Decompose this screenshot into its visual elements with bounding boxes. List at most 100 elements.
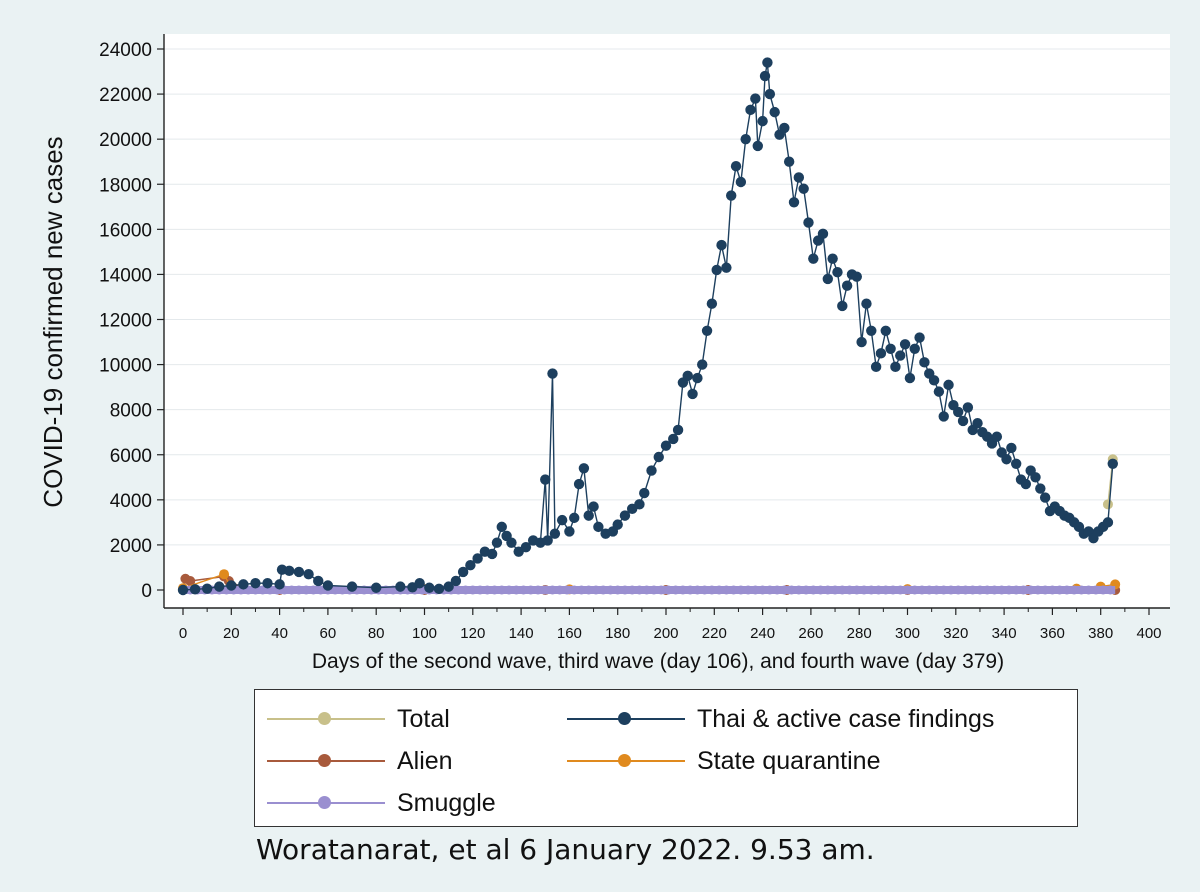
- x-tick-label: 280: [847, 625, 872, 642]
- series-marker-smuggle: [671, 585, 681, 595]
- series-marker-thai-active-case-findings: [189, 584, 201, 595]
- series-marker-thai-active-case-findings: [904, 372, 916, 384]
- series-marker-thai-active-case-findings: [465, 560, 476, 571]
- series-marker-thai-active-case-findings: [569, 512, 580, 524]
- y-tick-label: 4000: [110, 491, 152, 512]
- series-marker-thai-active-case-findings: [371, 582, 382, 593]
- series-marker-smuggle: [461, 585, 471, 595]
- series-marker-smuggle: [613, 585, 623, 595]
- x-tick-label: 140: [509, 625, 534, 642]
- series-marker-thai-active-case-findings: [322, 580, 334, 591]
- y-tick-label: 22000: [99, 85, 152, 106]
- series-marker-smuggle: [547, 585, 557, 595]
- series-marker-thai-active-case-findings: [506, 537, 517, 548]
- series-marker-total: [1102, 499, 1113, 510]
- series-marker-smuggle: [953, 585, 963, 595]
- credit-caption: Woratanarat, et al 6 January 2022. 9.53 …: [256, 833, 875, 866]
- series-marker-thai-active-case-findings: [880, 325, 891, 336]
- series-marker-smuggle: [852, 585, 862, 595]
- series-marker-smuggle: [946, 585, 956, 595]
- series-marker-thai-active-case-findings: [769, 106, 780, 118]
- series-marker-thai-active-case-findings: [788, 197, 800, 208]
- series-marker-smuggle: [330, 585, 340, 595]
- series-marker-smuggle: [468, 585, 478, 595]
- series-marker-thai-active-case-findings: [303, 569, 314, 580]
- series-marker-thai-active-case-findings: [682, 370, 693, 382]
- series-marker-thai-active-case-findings: [716, 239, 727, 251]
- series-marker-smuggle: [584, 585, 594, 595]
- y-tick-label: 20000: [99, 130, 152, 151]
- series-marker-thai-active-case-findings: [762, 57, 773, 68]
- series-marker-thai-active-case-findings: [226, 580, 237, 591]
- y-tick-label: 24000: [99, 40, 152, 61]
- series-marker-thai-active-case-findings: [1001, 454, 1012, 465]
- series-marker-thai-active-case-findings: [928, 375, 940, 386]
- series-marker-smuggle: [787, 585, 797, 595]
- series-marker-thai-active-case-findings: [619, 510, 631, 521]
- series-marker-thai-active-case-findings: [491, 537, 503, 548]
- series-marker-thai-active-case-findings: [779, 122, 790, 134]
- series-marker-thai-active-case-findings: [953, 406, 964, 418]
- series-marker-smuggle: [526, 585, 536, 595]
- series-marker-thai-active-case-findings: [943, 379, 954, 391]
- series-marker-smuggle: [801, 585, 811, 595]
- series-marker-smuggle: [707, 585, 717, 595]
- series-marker-smuggle: [1091, 585, 1101, 595]
- series-marker-smuggle: [519, 585, 529, 595]
- y-tick-label: 12000: [99, 311, 152, 332]
- series-marker-smuggle: [1033, 585, 1043, 595]
- x-tick-label: 340: [992, 625, 1017, 642]
- x-tick-label: 320: [943, 625, 968, 642]
- series-marker-thai-active-case-findings: [214, 581, 225, 592]
- series-marker-smuggle: [497, 585, 507, 595]
- series-marker-thai-active-case-findings: [827, 253, 838, 264]
- series-layer: [177, 57, 1121, 596]
- series-marker-smuggle: [598, 585, 608, 595]
- series-marker-thai-active-case-findings: [639, 487, 650, 499]
- series-marker-smuggle: [1084, 585, 1094, 595]
- series-marker-thai-active-case-findings: [841, 280, 853, 291]
- series-marker-smuggle: [866, 585, 876, 595]
- series-marker-smuggle: [975, 585, 985, 595]
- series-marker-thai-active-case-findings: [856, 336, 867, 348]
- series-marker-thai-active-case-findings: [730, 161, 742, 172]
- series-marker-thai-active-case-findings: [866, 325, 877, 336]
- series-marker-thai-active-case-findings: [899, 339, 911, 350]
- series-marker-smuggle: [1026, 585, 1036, 595]
- series-marker-state-quarantine: [219, 569, 230, 580]
- series-marker-smuggle: [562, 585, 572, 595]
- series-marker-thai-active-case-findings: [547, 368, 558, 379]
- series-marker-thai-active-case-findings: [201, 583, 213, 594]
- series-marker-thai-active-case-findings: [433, 583, 445, 595]
- x-tick-label: 260: [798, 625, 823, 642]
- series-marker-smuggle: [605, 585, 615, 595]
- series-marker-smuggle: [989, 585, 999, 595]
- y-tick-label: 2000: [110, 536, 152, 557]
- x-tick-label: 160: [557, 625, 582, 642]
- series-marker-smuggle: [308, 585, 318, 595]
- series-marker-thai-active-case-findings: [313, 575, 324, 587]
- series-marker-thai-active-case-findings: [885, 343, 896, 355]
- series-marker-smuggle: [874, 585, 884, 595]
- series-marker-thai-active-case-findings: [450, 575, 462, 587]
- series-marker-thai-active-case-findings: [750, 93, 761, 104]
- series-marker-smuggle: [301, 585, 311, 595]
- y-tick-label: 16000: [99, 220, 152, 241]
- series-marker-thai-active-case-findings: [293, 566, 305, 578]
- series-marker-thai-active-case-findings: [486, 548, 498, 560]
- series-marker-smuggle: [1105, 585, 1115, 595]
- series-marker-thai-active-case-findings: [564, 526, 575, 537]
- series-marker-thai-active-case-findings: [346, 581, 358, 592]
- x-tick-label: 380: [1088, 625, 1113, 642]
- legend-label-smuggle: Smuggle: [397, 789, 496, 817]
- series-marker-thai-active-case-findings: [726, 190, 737, 201]
- series-marker-thai-active-case-findings: [933, 386, 945, 397]
- series-marker-thai-active-case-findings: [861, 298, 872, 309]
- series-marker-thai-active-case-findings: [177, 584, 189, 596]
- x-tick-label: 360: [1040, 625, 1065, 642]
- series-marker-smuggle: [758, 585, 768, 595]
- series-marker-smuggle: [823, 585, 833, 595]
- series-marker-thai-active-case-findings: [701, 325, 713, 336]
- series-marker-alien: [185, 575, 196, 586]
- series-marker-thai-active-case-findings: [556, 514, 568, 526]
